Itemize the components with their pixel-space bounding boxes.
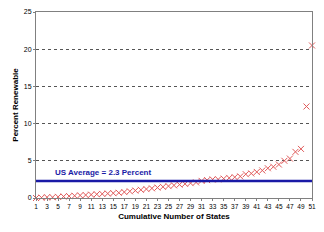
svg-text:US Average = 2.3 Percent: US Average = 2.3 Percent	[55, 168, 151, 177]
svg-text:Percent Renewable: Percent Renewable	[11, 68, 20, 142]
svg-text:9: 9	[78, 203, 82, 210]
svg-text:31: 31	[198, 203, 206, 210]
svg-text:43: 43	[264, 203, 272, 210]
svg-text:37: 37	[231, 203, 239, 210]
svg-text:35: 35	[220, 203, 228, 210]
svg-text:19: 19	[132, 203, 140, 210]
svg-text:21: 21	[143, 203, 151, 210]
svg-text:25: 25	[165, 203, 173, 210]
svg-text:Cumulative Number of States: Cumulative Number of States	[118, 212, 230, 221]
svg-text:3: 3	[45, 203, 49, 210]
svg-text:49: 49	[297, 203, 305, 210]
svg-text:45: 45	[275, 203, 283, 210]
svg-text:15: 15	[110, 203, 118, 210]
svg-text:23: 23	[154, 203, 162, 210]
svg-text:27: 27	[176, 203, 184, 210]
svg-text:5: 5	[28, 157, 32, 164]
svg-text:15: 15	[24, 83, 32, 90]
svg-text:5: 5	[56, 203, 60, 210]
svg-text:17: 17	[121, 203, 129, 210]
svg-text:20: 20	[24, 46, 32, 53]
svg-text:11: 11	[88, 203, 95, 210]
svg-text:1: 1	[34, 203, 38, 210]
svg-text:39: 39	[242, 203, 250, 210]
svg-text:13: 13	[99, 203, 107, 210]
svg-text:0: 0	[28, 194, 32, 201]
svg-text:33: 33	[209, 203, 217, 210]
svg-text:41: 41	[253, 203, 261, 210]
svg-text:10: 10	[24, 120, 32, 127]
svg-text:25: 25	[24, 8, 32, 15]
svg-text:51: 51	[308, 203, 316, 210]
svg-text:29: 29	[187, 203, 195, 210]
svg-text:47: 47	[286, 203, 294, 210]
svg-text:7: 7	[67, 203, 71, 210]
